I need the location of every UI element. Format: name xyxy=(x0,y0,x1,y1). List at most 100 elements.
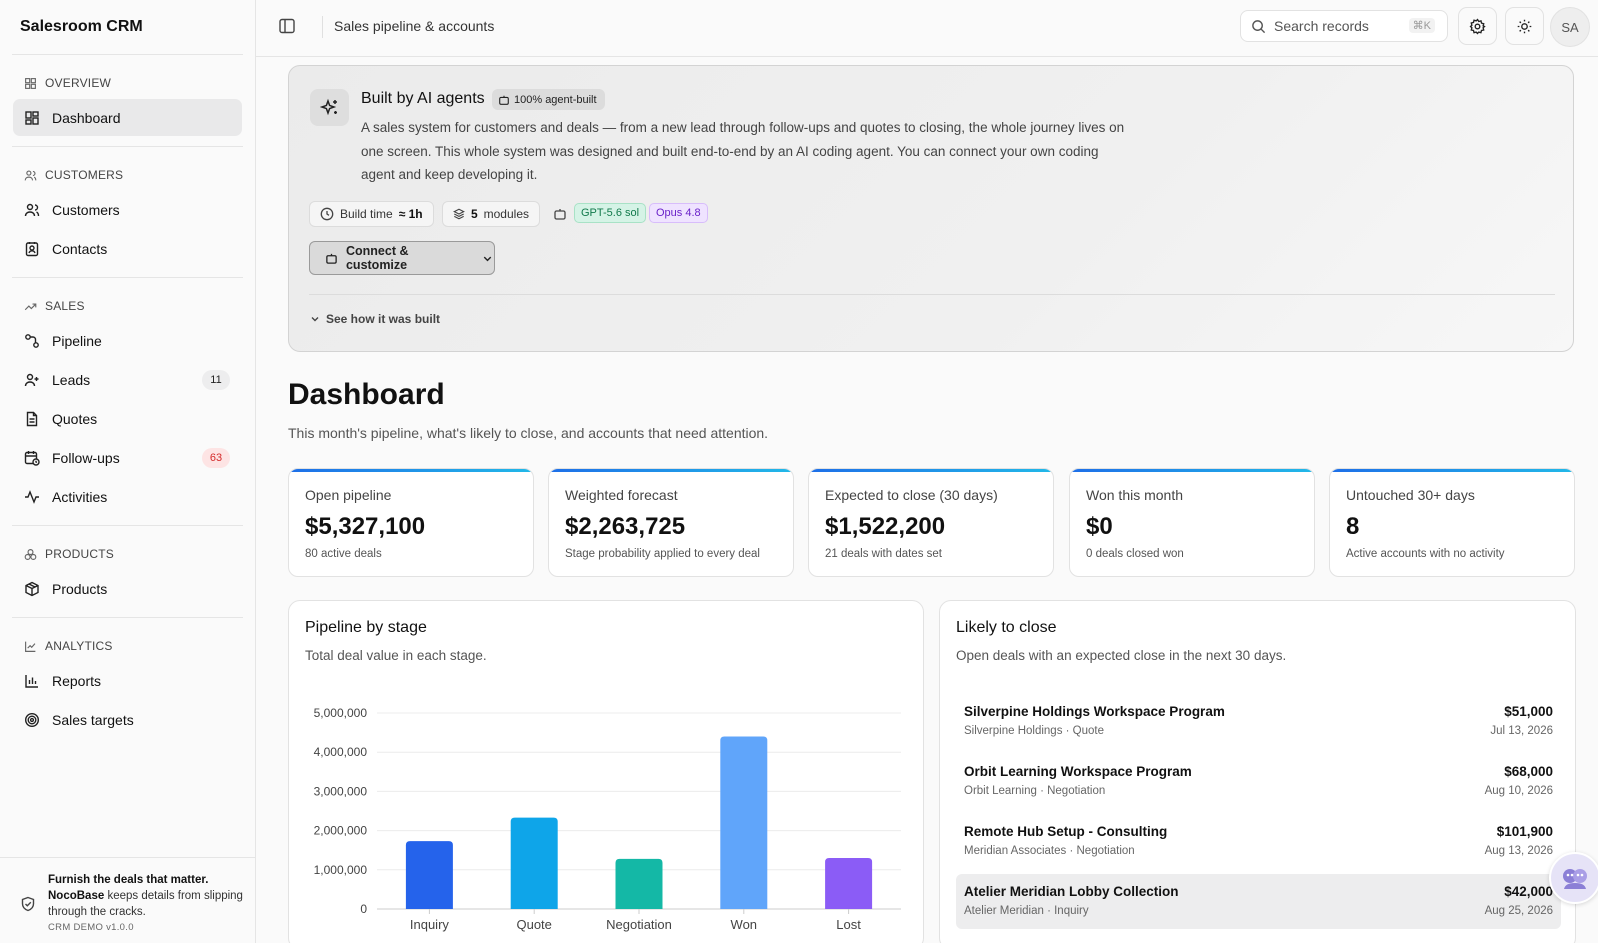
sidebar-group-sales: SALES Pipeline Leads 11 Quotes Follow-up… xyxy=(0,278,255,525)
page-title: Dashboard xyxy=(288,378,445,411)
sidebar-item-contacts[interactable]: Contacts xyxy=(13,230,242,267)
sidebar-toggle-icon[interactable] xyxy=(278,17,296,35)
bar-negotiation xyxy=(615,858,663,909)
kpi-untouched-accounts: Untouched 30+ days 8 Active accounts wit… xyxy=(1329,468,1575,577)
sidebar-heading-products: PRODUCTS xyxy=(0,540,255,568)
y-tick-label: 4,000,000 xyxy=(314,745,368,759)
target-icon xyxy=(24,712,40,727)
card-title: Pipeline by stage xyxy=(305,619,427,636)
sidebar-item-leads[interactable]: Leads 11 xyxy=(13,361,242,398)
banner-description: A sales system for customers and deals —… xyxy=(361,120,1125,182)
divider xyxy=(12,54,243,55)
boxes-icon xyxy=(24,548,37,560)
sidebar-item-follow-ups[interactable]: Follow-ups 63 xyxy=(13,439,242,476)
search-icon xyxy=(1252,19,1266,33)
sidebar-group-products: PRODUCTS Products xyxy=(0,526,255,617)
sidebar-item-dashboard[interactable]: Dashboard xyxy=(13,99,242,136)
sidebar-item-activities[interactable]: Activities xyxy=(13,478,242,515)
y-tick-label: 2,000,000 xyxy=(314,824,368,838)
sidebar-footer: Furnish the deals that matter. NocoBase k… xyxy=(0,857,256,943)
sun-icon xyxy=(1517,19,1532,33)
build-time-chip: Build time ≈ 1h xyxy=(309,201,434,227)
sidebar-item-customers[interactable]: Customers xyxy=(13,191,242,228)
search-placeholder: Search records xyxy=(1274,18,1369,34)
sidebar-heading-sales: SALES xyxy=(0,292,255,320)
bar-quote xyxy=(510,817,558,909)
kpi-expected-to-close: Expected to close (30 days) $1,522,200 2… xyxy=(808,468,1054,577)
shortcut-hint: ⌘K xyxy=(1408,18,1435,33)
likely-to-close-card: Likely to close Open deals with an expec… xyxy=(939,600,1576,943)
bot-icon xyxy=(499,95,509,105)
avatar[interactable]: SA xyxy=(1550,7,1590,47)
deal-row[interactable]: Orbit Learning Workspace Program Orbit L… xyxy=(964,764,1553,797)
sparkles-icon xyxy=(310,89,349,126)
y-tick-label: 5,000,000 xyxy=(314,706,368,720)
bar-won xyxy=(720,736,768,909)
bot-icon xyxy=(326,253,337,264)
card-subtitle: Open deals with an expected close in the… xyxy=(956,648,1287,663)
sidebar-heading-customers: CUSTOMERS xyxy=(0,161,255,189)
y-tick-label: 1,000,000 xyxy=(314,863,368,877)
y-tick-label: 0 xyxy=(360,902,367,916)
y-tick-label: 3,000,000 xyxy=(314,784,368,798)
bar-chart-icon xyxy=(25,674,38,688)
leads-count-badge: 11 xyxy=(202,370,230,390)
line-chart-icon xyxy=(25,641,36,652)
deal-row[interactable]: Silverpine Holdings Workspace Program Si… xyxy=(964,704,1553,737)
topbar: Sales pipeline & accounts Search records… xyxy=(256,0,1598,57)
model-badge-gpt: GPT-5.6 sol xyxy=(574,203,647,223)
sidebar-heading-analytics: ANALYTICS xyxy=(0,632,255,660)
deal-row[interactable]: Atelier Meridian Lobby Collection Atelie… xyxy=(956,874,1561,929)
agent-built-badge: 100% agent-built xyxy=(492,89,605,110)
shield-check-icon xyxy=(21,896,35,912)
kpi-open-pipeline: Open pipeline $5,327,100 80 active deals xyxy=(288,468,534,577)
assistant-icon xyxy=(1563,869,1587,889)
page-breadcrumb: Sales pipeline & accounts xyxy=(334,18,495,34)
x-tick-label: Lost xyxy=(836,917,861,932)
sidebar-heading-overview: OVERVIEW xyxy=(0,69,255,97)
dashboard-icon xyxy=(25,110,39,125)
divider xyxy=(309,294,1555,295)
app-title: Salesroom CRM xyxy=(20,18,143,35)
deal-row[interactable]: Remote Hub Setup - Consulting Meridian A… xyxy=(964,824,1553,857)
package-icon xyxy=(25,581,39,596)
card-title: Likely to close xyxy=(956,619,1057,636)
user-plus-icon xyxy=(24,373,39,386)
bot-icon xyxy=(554,209,566,220)
card-subtitle: Total deal value in each stage. xyxy=(305,648,487,663)
banner-title: Built by AI agents xyxy=(361,90,485,107)
chevron-down-icon xyxy=(311,317,319,322)
clock-icon xyxy=(320,207,334,221)
pipeline-bar-chart: 0 1,000,000 2,000,000 3,000,000 4,000,000 5,0… xyxy=(314,706,901,932)
divider xyxy=(12,525,243,526)
sidebar-group-overview: OVERVIEW Dashboard xyxy=(0,55,255,146)
connect-customize-button[interactable]: Connect & customize xyxy=(309,241,495,275)
sidebar-item-sales-targets[interactable]: Sales targets xyxy=(13,701,242,738)
kpi-won-this-month: Won this month $0 0 deals closed won xyxy=(1069,468,1315,577)
settings-button[interactable] xyxy=(1458,7,1497,45)
users-icon xyxy=(24,169,37,180)
search-input[interactable]: Search records ⌘K xyxy=(1240,10,1448,42)
sidebar-group-analytics: ANALYTICS Reports Sales targets xyxy=(0,618,255,748)
divider xyxy=(12,617,243,618)
sidebar-item-pipeline[interactable]: Pipeline xyxy=(13,322,242,359)
sidebar-item-products[interactable]: Products xyxy=(13,570,242,607)
theme-toggle-button[interactable] xyxy=(1505,7,1544,45)
pipeline-by-stage-card: Pipeline by stage Total deal value in ea… xyxy=(288,600,924,943)
chevron-down-icon xyxy=(483,256,492,261)
page-subtitle: This month's pipeline, what's likely to … xyxy=(288,425,769,441)
bar-inquiry xyxy=(405,841,453,909)
trending-up-icon xyxy=(24,302,37,310)
sidebar: Salesroom CRM OVERVIEW Dashboard CUSTOME… xyxy=(0,0,256,943)
file-text-icon xyxy=(26,411,38,426)
pipeline-icon xyxy=(25,333,39,348)
sidebar-item-reports[interactable]: Reports xyxy=(13,662,242,699)
follow-ups-count-badge: 63 xyxy=(202,448,230,468)
grid-icon xyxy=(25,77,36,89)
sidebar-group-customers: CUSTOMERS Customers Contacts xyxy=(0,147,255,277)
sidebar-item-quotes[interactable]: Quotes xyxy=(13,400,242,437)
layers-icon xyxy=(453,208,465,220)
model-badge-opus: Opus 4.8 xyxy=(649,203,708,223)
assistant-launcher[interactable] xyxy=(1549,852,1598,904)
see-how-built-toggle[interactable]: See how it was built xyxy=(309,312,440,326)
